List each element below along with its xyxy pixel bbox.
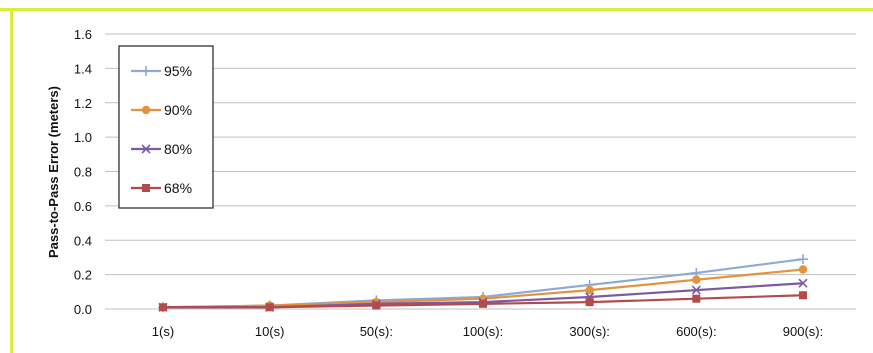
- gridlines: [105, 33, 856, 310]
- data-point: [585, 298, 594, 307]
- frame-border-left: [10, 8, 13, 353]
- x-tick-label: 300(s):: [569, 324, 609, 339]
- legend-swatch-marker: [142, 184, 150, 192]
- data-point: [799, 291, 807, 300]
- data-point: [691, 285, 701, 295]
- y-tick-label: 1.4: [74, 61, 92, 76]
- frame-border-top: [0, 8, 873, 11]
- data-point: [692, 294, 701, 303]
- data-point: [265, 303, 274, 312]
- y-tick-label: 0.8: [74, 165, 92, 180]
- data-point: [798, 265, 808, 274]
- data-point: [159, 303, 167, 312]
- legend-box: [118, 45, 214, 209]
- y-tick-label: 1.0: [74, 130, 92, 145]
- y-axis-ticks: 0.0 0.2 0.4 0.6 0.8 1.0 1.2 1.4 1.6: [74, 27, 92, 317]
- data-point: [479, 299, 487, 308]
- y-tick-label: 0.6: [74, 199, 92, 214]
- y-tick-label: 0.2: [74, 268, 92, 283]
- series-lines: [158, 254, 808, 313]
- legend-entry: 90%: [164, 102, 192, 118]
- y-tick-label: 0.0: [74, 302, 92, 317]
- x-tick-label: 600(s):: [676, 324, 716, 339]
- y-tick-label: 0.4: [74, 233, 92, 248]
- legend-entry: 95%: [164, 63, 192, 79]
- legend-swatch-marker: [141, 66, 151, 76]
- x-tick-label: 100(s):: [463, 324, 503, 339]
- data-point: [798, 278, 808, 288]
- y-tick-label: 1.2: [74, 96, 92, 111]
- x-tick-label: 50(s):: [360, 324, 393, 339]
- y-axis-label: Pass-to-Pass Error (meters): [46, 86, 61, 258]
- data-point: [798, 254, 808, 265]
- x-axis-ticks: 1(s) 10(s) 50(s): 100(s): 300(s): 600(s): 900(…: [152, 324, 823, 339]
- data-point: [585, 285, 594, 295]
- legend-entry: 68%: [164, 180, 192, 196]
- x-tick-label: 1(s): [152, 324, 174, 339]
- data-point: [372, 301, 381, 310]
- legend: 95% 90% 80% 68%: [118, 45, 214, 209]
- legend-swatch-marker: [141, 105, 151, 115]
- data-point: [692, 275, 701, 284]
- legend-entry: 80%: [164, 141, 192, 157]
- x-tick-label: 900(s):: [783, 324, 823, 339]
- y-tick-label: 1.6: [74, 27, 92, 42]
- x-tick-label: 10(s): [255, 324, 285, 339]
- legend-swatch-marker: [141, 144, 151, 154]
